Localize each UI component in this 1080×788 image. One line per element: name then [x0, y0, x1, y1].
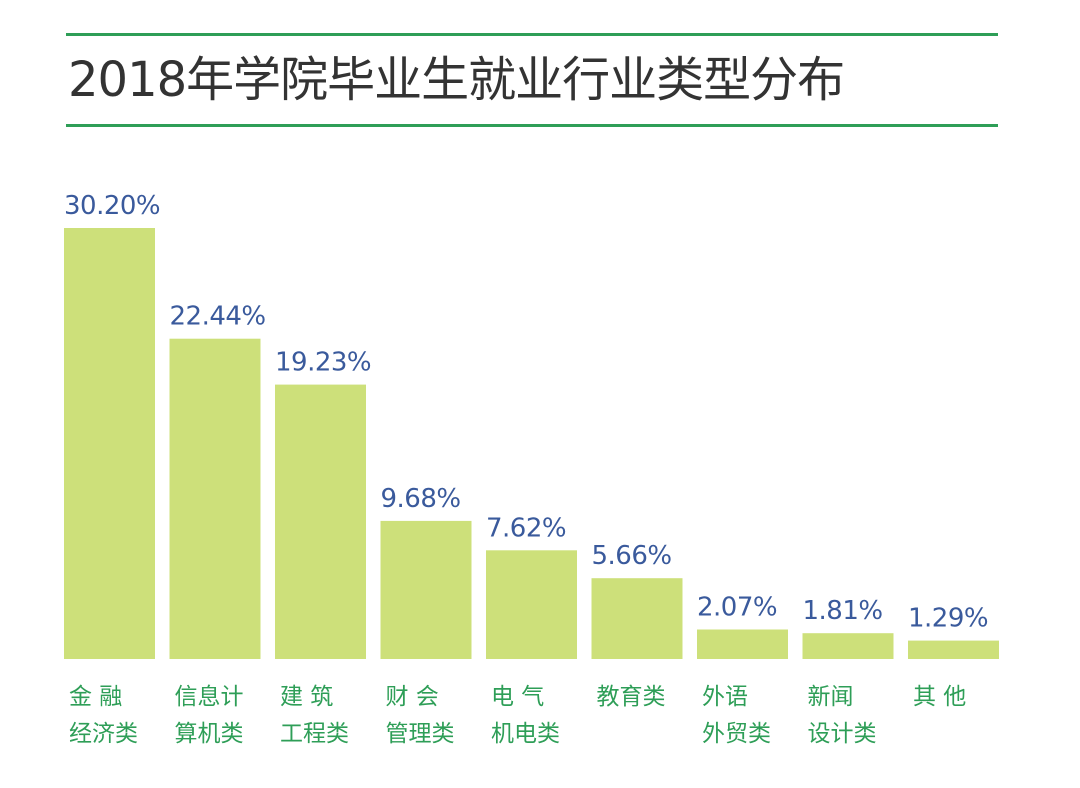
bar-6 — [697, 629, 788, 659]
value-label-3: 9.68% — [381, 484, 461, 514]
title-top-rule — [66, 33, 998, 36]
category-label-4-line-0: 电 气 — [491, 684, 544, 710]
category-label-6-line-0: 外语 — [702, 684, 748, 710]
title-bottom-rule — [66, 124, 998, 127]
category-label-3-line-1: 管理类 — [386, 721, 455, 747]
category-label-1-line-1: 算机类 — [175, 721, 244, 747]
chart-title: 2018年学院毕业生就业行业类型分布 — [68, 52, 845, 108]
value-label-0: 30.20% — [64, 191, 160, 221]
value-label-5: 5.66% — [592, 541, 672, 571]
category-label-8-line-0: 其 他 — [913, 684, 966, 710]
value-label-7: 1.81% — [803, 596, 883, 626]
bar-1 — [169, 338, 261, 659]
category-label-6-line-1: 外贸类 — [702, 721, 771, 747]
bar-7 — [802, 633, 894, 659]
bar-8 — [908, 640, 999, 659]
category-label-2-line-1: 工程类 — [280, 721, 349, 747]
category-label-3-line-0: 财 会 — [386, 684, 439, 710]
category-label-0-line-1: 经济类 — [69, 721, 138, 747]
value-label-8: 1.29% — [908, 604, 988, 634]
category-label-4-line-1: 机电类 — [491, 721, 560, 747]
category-label-2-line-0: 建 筑 — [280, 684, 333, 710]
category-label-0-line-0: 金 融 — [69, 684, 122, 710]
value-label-4: 7.62% — [486, 513, 566, 543]
value-label-6: 2.07% — [697, 593, 777, 623]
bar-5 — [591, 578, 683, 659]
bar-4 — [486, 550, 577, 659]
value-label-2: 19.23% — [275, 348, 371, 378]
bar-0 — [64, 228, 155, 659]
category-label-5-line-0: 教育类 — [597, 684, 666, 710]
value-label-1: 22.44% — [170, 302, 266, 332]
category-label-7-line-0: 新闻 — [808, 684, 854, 710]
category-label-1-line-0: 信息计 — [175, 684, 244, 710]
bar-2 — [275, 384, 366, 659]
category-label-7-line-1: 设计类 — [808, 721, 877, 747]
bar-3 — [380, 520, 472, 659]
